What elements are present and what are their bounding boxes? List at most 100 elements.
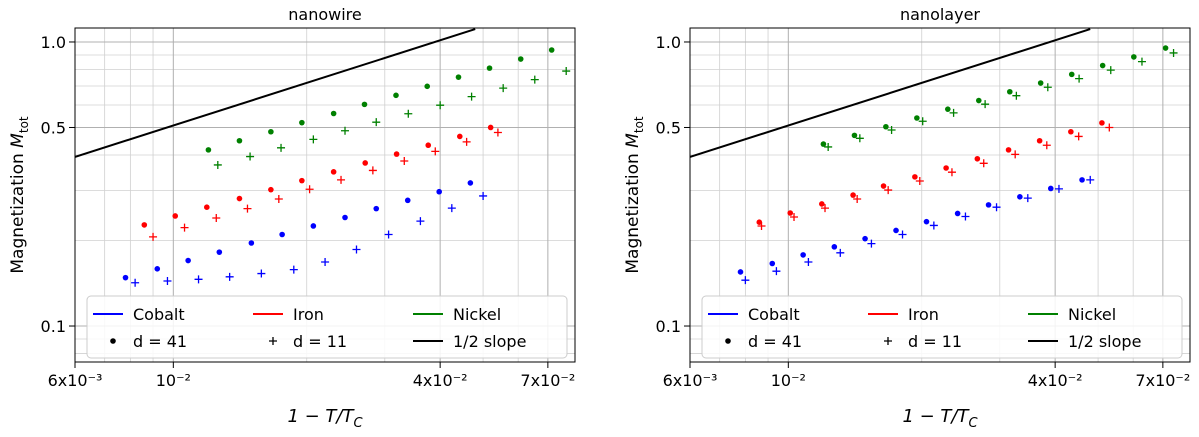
x-tick-label: 6x10⁻³: [663, 371, 718, 390]
legend-label: d = 41: [748, 332, 802, 351]
point: [248, 240, 255, 246]
point: [154, 266, 161, 272]
legend-label: d = 11: [908, 332, 962, 351]
legend-marker: [884, 337, 892, 345]
point: [850, 192, 856, 198]
x-tick-label: 4x10⁻²: [1028, 371, 1083, 390]
point: [368, 166, 377, 175]
point: [821, 204, 830, 213]
point: [257, 269, 266, 278]
point: [243, 204, 252, 213]
y-label-symbol: M: [623, 133, 643, 148]
point: [1068, 71, 1075, 78]
plot-area: [690, 28, 1178, 285]
panel: 6x10⁻³ 10⁻² 4x10⁻² 7x10⁻² 0.1 0.5 1.0 nanolayer…: [623, 5, 1191, 431]
point: [769, 260, 776, 267]
point: [299, 119, 305, 126]
point: [372, 118, 381, 127]
point: [1099, 62, 1106, 69]
point: [479, 191, 488, 200]
point: [163, 277, 172, 286]
point: [180, 223, 189, 232]
point: [914, 115, 920, 121]
point: [404, 197, 411, 204]
panel: 6x10⁻³ 10⁻² 4x10⁻² 7x10⁻² 0.1 0.5 1.0 nanowire 1…: [8, 5, 576, 431]
point: [274, 195, 283, 204]
point: [898, 230, 907, 239]
point: [548, 47, 555, 53]
point: [530, 75, 539, 84]
point: [393, 151, 400, 157]
point: [493, 128, 502, 137]
legend-label: Iron: [293, 305, 324, 324]
point: [341, 126, 350, 135]
point: [1036, 137, 1043, 144]
point: [975, 97, 982, 104]
point: [1137, 57, 1146, 66]
point: [212, 214, 221, 223]
point: [1017, 194, 1023, 200]
panel-title: nanolayer: [900, 5, 980, 24]
point: [393, 92, 399, 99]
legend-label: Cobalt: [748, 305, 800, 324]
point: [757, 221, 766, 230]
point: [787, 210, 794, 216]
point: [149, 232, 158, 241]
point: [205, 147, 212, 153]
point: [1162, 45, 1169, 51]
legend-marker: [269, 337, 277, 345]
point: [831, 244, 838, 250]
point: [486, 65, 493, 71]
point: [737, 269, 744, 275]
point: [855, 134, 864, 143]
point: [1079, 177, 1085, 183]
point: [517, 56, 524, 62]
legend-label: d = 41: [133, 332, 187, 351]
point: [851, 132, 858, 139]
point: [436, 101, 445, 110]
x-tick-label: 10⁻²: [771, 371, 806, 390]
point: [352, 245, 361, 254]
point: [923, 218, 930, 225]
point: [1006, 88, 1013, 95]
point: [820, 141, 827, 147]
y-label-sub: tot: [632, 116, 646, 133]
point: [1068, 128, 1074, 135]
y-axis-label: Magnetization Mtot: [623, 116, 646, 274]
y-tick-label: 0.5: [656, 118, 681, 137]
point: [1105, 123, 1114, 132]
point: [330, 110, 337, 117]
point: [954, 210, 961, 217]
point: [944, 106, 951, 112]
reference-line: [690, 28, 1091, 158]
point: [1047, 185, 1054, 192]
point: [277, 143, 286, 152]
point: [1011, 150, 1020, 159]
point: [961, 212, 970, 221]
point: [268, 128, 274, 135]
y-axis-label: Magnetization Mtot: [8, 116, 31, 274]
x-tick-label: 6x10⁻³: [48, 371, 103, 390]
point: [362, 160, 369, 166]
panel-title: nanowire: [288, 5, 361, 24]
axes-frame: [74, 27, 576, 363]
point: [800, 252, 806, 258]
point: [1012, 91, 1021, 100]
x-label-sub: C: [353, 416, 363, 431]
point: [309, 135, 318, 144]
point: [431, 147, 440, 156]
point: [141, 222, 148, 228]
point: [947, 168, 956, 177]
point: [836, 248, 845, 257]
y-tick-label: 1.0: [41, 33, 66, 52]
legend-label: Nickel: [453, 305, 501, 324]
point: [122, 274, 129, 281]
point: [424, 83, 431, 90]
point: [487, 124, 494, 131]
point: [425, 142, 432, 149]
point: [1005, 147, 1012, 153]
point: [853, 195, 862, 204]
point: [246, 152, 255, 161]
point: [756, 219, 763, 226]
